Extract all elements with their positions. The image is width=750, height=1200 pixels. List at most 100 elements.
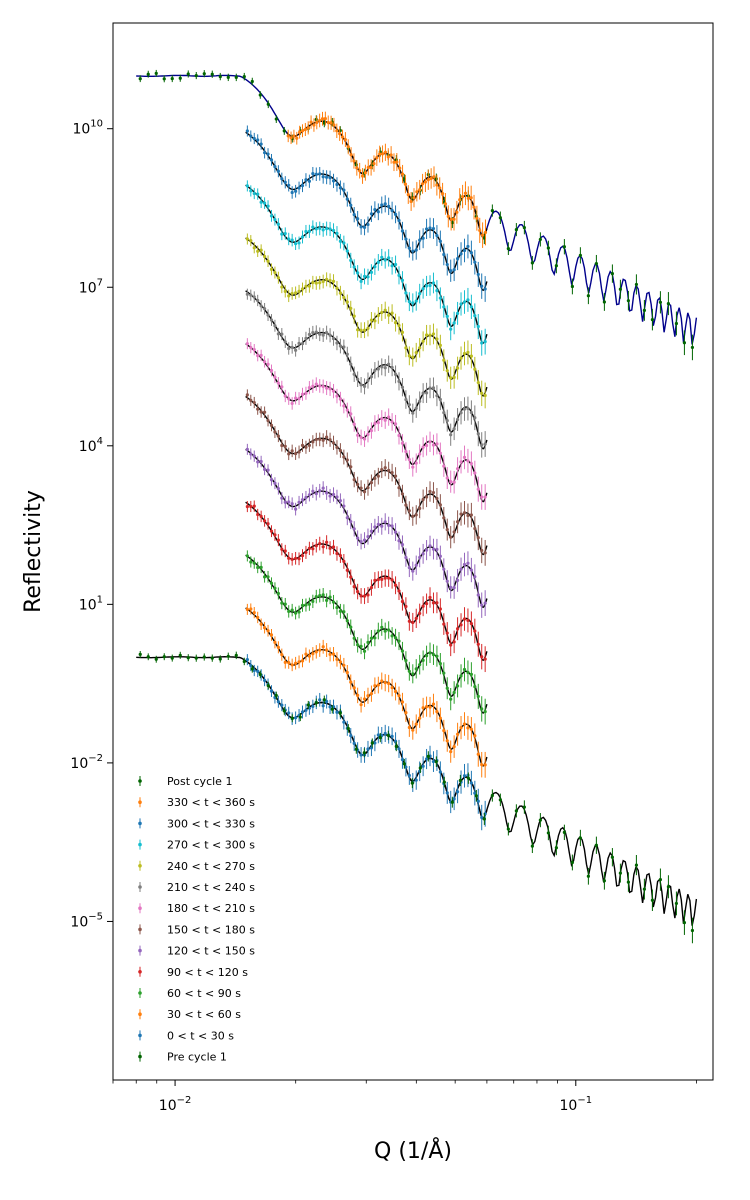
data-point (383, 150, 388, 154)
data-point (280, 177, 284, 181)
data-point (376, 629, 380, 633)
data-point (397, 486, 401, 490)
data-point (404, 555, 408, 560)
data-point (328, 278, 332, 283)
data-point (318, 281, 322, 285)
data-point (359, 225, 363, 229)
data-point (311, 489, 315, 493)
data-point (314, 227, 318, 231)
data-point (522, 226, 526, 230)
data-point (356, 693, 360, 698)
series-group (245, 338, 487, 510)
data-point (290, 557, 294, 561)
data-point (276, 169, 280, 173)
data-point (154, 657, 158, 661)
data-point (245, 393, 249, 397)
data-point (466, 350, 470, 355)
data-point (397, 693, 401, 698)
data-point (428, 595, 432, 600)
data-point (397, 433, 401, 438)
data-point (311, 280, 315, 285)
data-point (349, 362, 353, 366)
data-point (428, 333, 432, 337)
data-point (546, 246, 550, 250)
data-point (266, 362, 270, 366)
data-point (273, 586, 277, 590)
data-point (376, 578, 380, 582)
data-point (442, 729, 446, 733)
data-point (411, 672, 415, 676)
data-point (342, 663, 346, 667)
data-point (674, 901, 679, 906)
data-point (483, 551, 487, 555)
data-point (666, 301, 671, 306)
data-point (352, 159, 356, 163)
data-point (297, 241, 301, 245)
data-point (315, 120, 319, 125)
data-point (418, 188, 422, 192)
data-point (355, 166, 359, 170)
data-point (252, 611, 256, 615)
data-point (400, 278, 405, 282)
data-point (280, 703, 284, 707)
data-point (383, 576, 387, 580)
data-point (369, 529, 374, 533)
data-point (383, 202, 387, 206)
data-point (469, 305, 473, 309)
data-point (304, 652, 308, 656)
data-point (506, 247, 510, 251)
data-point (300, 287, 305, 291)
data-point (262, 678, 267, 682)
data-point (452, 480, 456, 484)
data-point (349, 465, 353, 469)
data-point (283, 180, 287, 184)
data-point (562, 245, 566, 249)
data-point (210, 72, 214, 76)
data-point (359, 703, 363, 707)
data-point (459, 512, 463, 516)
data-point (249, 189, 253, 193)
data-point (274, 117, 278, 121)
data-point (650, 318, 654, 322)
data-point (325, 277, 329, 281)
data-point (294, 716, 298, 720)
data-point (266, 575, 270, 579)
data-point (546, 831, 550, 835)
data-point (338, 291, 343, 295)
data-point (304, 495, 308, 500)
data-point (252, 504, 256, 508)
data-point (459, 460, 463, 464)
data-point (383, 418, 387, 422)
data-point (383, 308, 387, 312)
data-point (362, 384, 367, 388)
data-point (294, 661, 298, 665)
data-point (407, 566, 411, 570)
data-point (449, 269, 453, 273)
data-point (280, 443, 284, 448)
data-point (570, 284, 574, 289)
data-point (331, 279, 336, 283)
data-point (297, 450, 301, 454)
data-point (438, 343, 442, 347)
data-point (294, 242, 298, 246)
data-point (250, 79, 254, 84)
data-point (300, 498, 305, 502)
data-point (294, 189, 298, 193)
data-point (266, 259, 270, 263)
data-point (438, 397, 442, 402)
data-point (445, 791, 449, 795)
legend-item: 240 < t < 270 s (138, 860, 255, 873)
data-point (280, 232, 284, 236)
data-point (328, 595, 332, 599)
data-point (304, 391, 308, 395)
data-point (455, 684, 460, 688)
data-point (287, 183, 291, 187)
data-point (424, 391, 429, 395)
data-point (404, 237, 408, 241)
data-point (376, 210, 380, 214)
legend-marker (138, 948, 142, 953)
data-point (442, 622, 446, 626)
data-point (321, 545, 325, 549)
data-point (409, 199, 413, 204)
data-point (435, 337, 439, 341)
